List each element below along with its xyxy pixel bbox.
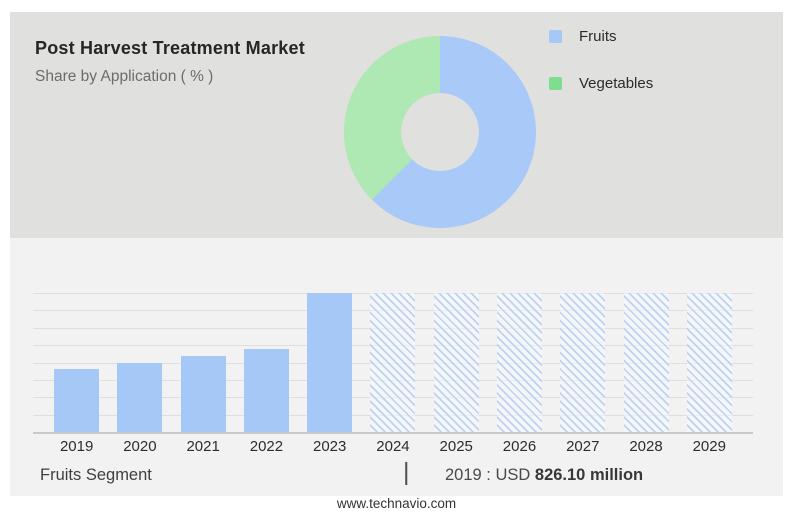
bar-chart-panel: 2019 2020 2021 2022 2023 2024 2025 2026 2027 2028… <box>10 238 783 496</box>
x-tick-label-2029: 2029 <box>692 438 726 455</box>
title-block: Post Harvest Treatment Market Share by A… <box>35 38 305 86</box>
bar-2023 <box>307 293 353 432</box>
legend-swatch-icon <box>549 29 562 43</box>
x-tick-label-2020: 2020 <box>123 438 157 455</box>
legend-label: Vegetables <box>579 74 654 92</box>
value-bold: 826.10 million <box>534 466 644 484</box>
bar-2021 <box>180 355 226 432</box>
donut-chart <box>344 36 536 228</box>
bar-2024 <box>370 293 416 432</box>
x-tick-label-2023: 2023 <box>313 438 347 455</box>
legend-label: Fruits <box>579 27 617 45</box>
bar-2028 <box>623 293 669 432</box>
x-tick-label-2027: 2027 <box>566 438 600 455</box>
legend-swatch-icon <box>549 76 562 90</box>
bar-2027 <box>560 293 606 432</box>
bar-series <box>45 293 741 432</box>
x-tick-label-2024: 2024 <box>376 438 410 455</box>
website-text: www.technavio.com <box>336 496 457 511</box>
x-tick-label-2022: 2022 <box>249 438 284 455</box>
x-tick-label-2025: 2025 <box>439 438 473 455</box>
bar-2022 <box>243 348 289 432</box>
x-tick-label-2021: 2021 <box>186 438 220 455</box>
bar-2029 <box>686 293 732 432</box>
legend: Fruits Vegetables <box>549 26 653 120</box>
x-tick-label-2026: 2026 <box>502 438 537 455</box>
bar-2026 <box>496 293 542 432</box>
page-subtitle: Share by Application ( % ) <box>35 68 214 85</box>
value-prefix: 2019 : USD <box>445 466 531 484</box>
value-annotation: 2019 : USD 826.10 million <box>445 466 643 485</box>
bar-2025 <box>433 293 479 432</box>
x-tick-label-2019: 2019 <box>59 438 94 455</box>
footer-divider: | <box>403 458 410 486</box>
x-axis-labels: 2019 2020 2021 2022 2023 2024 2025 2026 2027 2028… <box>45 438 741 455</box>
x-axis-baseline <box>33 432 753 434</box>
legend-item-fruits: Fruits <box>549 26 653 46</box>
header-panel: Post Harvest Treatment Market Share by A… <box>10 12 783 238</box>
page-title: Post Harvest Treatment Market <box>35 38 305 58</box>
bar-2019 <box>54 369 100 432</box>
x-tick-label-2028: 2028 <box>629 438 663 455</box>
legend-item-vegetables: Vegetables <box>549 73 653 93</box>
segment-label: Fruits Segment <box>40 466 152 484</box>
bar-2020 <box>117 362 163 432</box>
